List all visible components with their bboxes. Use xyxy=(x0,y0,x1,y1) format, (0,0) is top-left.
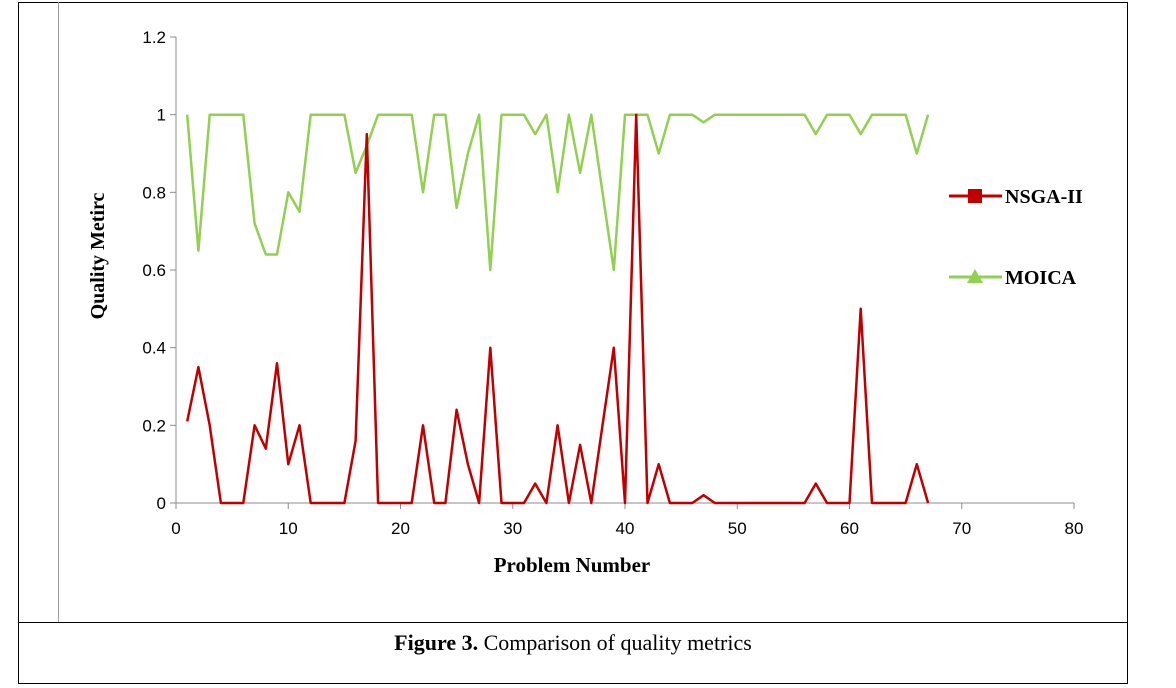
x-tick-label: 20 xyxy=(391,519,410,538)
legend-marker-triangle xyxy=(967,269,983,283)
caption-divider xyxy=(18,622,1128,623)
y-tick-label: 1.2 xyxy=(142,28,166,47)
caption-label: Figure 3. xyxy=(394,630,479,655)
series-line-nsga-ii xyxy=(185,113,930,505)
x-tick-label: 60 xyxy=(840,519,859,538)
legend-label: MOICA xyxy=(1005,267,1077,289)
figure-caption: Figure 3. Comparison of quality metrics xyxy=(18,630,1128,656)
figure-frame xyxy=(18,2,1128,684)
chart-area-border xyxy=(58,2,1128,622)
y-tick-label: 1 xyxy=(157,106,166,125)
x-tick-label: 80 xyxy=(1065,519,1084,538)
y-tick-label: 0 xyxy=(157,494,166,513)
y-tick-label: 0.4 xyxy=(142,339,166,358)
legend: NSGA-II MOICA xyxy=(949,186,1083,289)
y-tick-label: 0.8 xyxy=(142,183,166,202)
x-tick-label: 10 xyxy=(279,519,298,538)
y-axis-label: Quality Metirc xyxy=(87,192,109,319)
axes: 0 0.2 0.4 0.6 0.8 1 1.2 0 10 20 30 40 50 60 70 80 xyxy=(142,28,1083,538)
caption-text: Comparison of quality metrics xyxy=(478,630,752,655)
x-tick-label: 50 xyxy=(728,519,747,538)
series-layer xyxy=(185,113,930,505)
series-line-moica xyxy=(185,113,930,272)
y-tick-label: 0.6 xyxy=(142,261,166,280)
legend-marker-square xyxy=(968,189,982,203)
x-tick-label: 30 xyxy=(503,519,522,538)
x-tick-label: 0 xyxy=(171,519,180,538)
x-tick-label: 40 xyxy=(616,519,635,538)
y-tick-label: 0.2 xyxy=(142,416,166,435)
x-axis-label: Problem Number xyxy=(494,553,651,577)
x-tick-label: 70 xyxy=(952,519,971,538)
legend-label: NSGA-II xyxy=(1005,186,1083,208)
